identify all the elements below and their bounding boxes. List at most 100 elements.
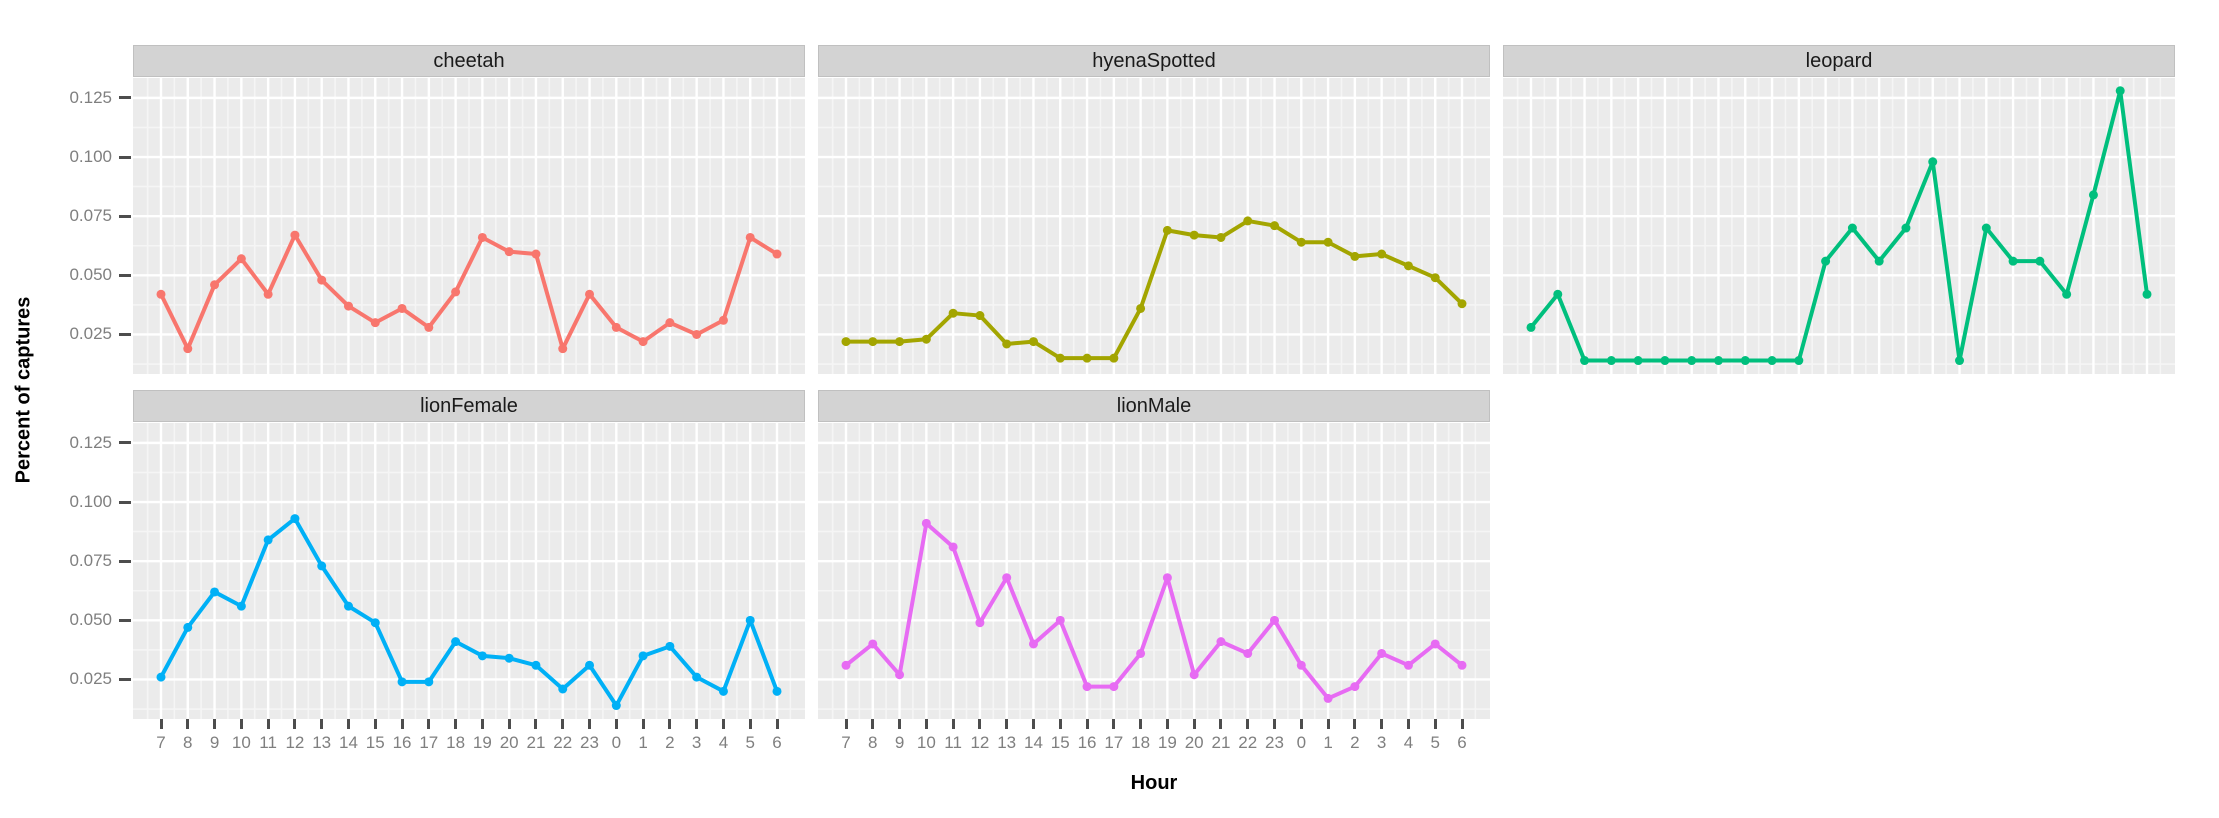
facet-strip-cheetah: cheetah — [133, 45, 805, 77]
x-tick-mark — [924, 719, 928, 729]
x-tick-mark — [748, 719, 752, 729]
lionMale-point-h13 — [1002, 573, 1012, 583]
lionFemale-point-h12 — [290, 514, 300, 524]
facet-panel-lion-female — [133, 423, 805, 719]
hyenaSpotted-point-h8 — [868, 337, 878, 347]
hyenaSpotted-point-h15 — [1055, 353, 1065, 363]
lionMale-point-h6 — [1457, 660, 1467, 670]
x-tick-label-4: 4 — [1403, 733, 1414, 752]
x-tick-label-19: 19 — [472, 733, 492, 752]
x-tick-mark — [614, 719, 618, 729]
x-tick-mark — [1139, 719, 1143, 729]
cheetah-point-h22 — [558, 344, 568, 354]
hyenaSpotted-point-h10 — [921, 334, 931, 344]
hyenaSpotted-point-h19 — [1162, 225, 1172, 235]
lionMale-point-h20 — [1189, 670, 1199, 680]
y-tick-mark — [119, 273, 131, 277]
x-tick-mark — [1005, 719, 1009, 729]
lionMale-point-h4 — [1403, 660, 1413, 670]
lionFemale-point-h19 — [477, 651, 487, 661]
x-tick-label-14: 14 — [339, 733, 358, 752]
x-tick-label-5: 5 — [1430, 733, 1440, 752]
x-tick-mark — [588, 719, 592, 729]
x-tick-mark — [480, 719, 484, 729]
leopard-point-h14 — [1713, 356, 1723, 366]
lionFemale-point-h11 — [263, 535, 273, 545]
x-tick-label-18: 18 — [446, 733, 466, 752]
x-tick-label-12: 12 — [285, 733, 305, 752]
leopard-point-h13 — [1687, 356, 1697, 366]
lionMale-point-h22 — [1243, 648, 1253, 658]
hyenaSpotted-point-h23 — [1270, 221, 1280, 231]
x-tick-label-9: 9 — [894, 733, 905, 752]
leopard-point-h16 — [1767, 356, 1777, 366]
x-tick-mark — [186, 719, 190, 729]
x-tick-mark — [1299, 719, 1303, 729]
x-tick-label-20: 20 — [1184, 733, 1204, 752]
hyenaSpotted-point-h11 — [948, 308, 958, 318]
lionMale-point-h2 — [1350, 682, 1360, 692]
leopard-point-h19 — [1847, 223, 1857, 233]
hyenaSpotted-point-h3 — [1377, 249, 1387, 259]
y-tick-mark — [119, 155, 131, 159]
hyenaSpotted-point-h2 — [1350, 251, 1360, 261]
y-tick-mark — [119, 559, 131, 563]
x-tick-mark — [320, 719, 324, 729]
leopard-point-h6 — [2142, 289, 2152, 299]
x-tick-label-2: 2 — [1350, 733, 1360, 752]
hyenaSpotted-point-h22 — [1243, 216, 1253, 226]
facet-panel-cheetah — [133, 78, 805, 374]
y-tick-label-0.050: 0.050 — [69, 610, 112, 630]
cheetah-point-h6 — [772, 249, 782, 259]
hyenaSpotted-point-h13 — [1002, 339, 1012, 349]
x-tick-label-10: 10 — [231, 733, 251, 752]
x-tick-mark — [1273, 719, 1277, 729]
lion-female-line-plot — [133, 423, 805, 719]
lion-male-line-plot — [818, 423, 1490, 719]
x-tick-mark — [898, 719, 902, 729]
facet-strip-hyena-spotted: hyenaSpotted — [818, 45, 1490, 77]
x-tick-mark — [239, 719, 243, 729]
cheetah-point-h13 — [317, 275, 327, 285]
hyenaSpotted-point-h21 — [1216, 232, 1226, 242]
leopard-point-h18 — [1821, 256, 1831, 266]
leopard-point-h12 — [1660, 356, 1670, 366]
cheetah-point-h19 — [477, 232, 487, 242]
x-tick-label-14: 14 — [1024, 733, 1043, 752]
x-tick-label-19: 19 — [1157, 733, 1177, 752]
x-tick-label-10: 10 — [916, 733, 936, 752]
y-tick-label-0.025: 0.025 — [69, 324, 112, 344]
lionMale-point-h1 — [1323, 693, 1333, 703]
y-tick-mark — [119, 500, 131, 504]
lionFemale-point-h13 — [317, 561, 327, 571]
y-tick-label-0.075: 0.075 — [69, 206, 112, 226]
cheetah-point-h10 — [236, 254, 246, 264]
hyenaSpotted-point-h0 — [1296, 237, 1306, 247]
hyenaSpotted-point-h16 — [1082, 353, 1092, 363]
x-tick-mark — [1406, 719, 1410, 729]
x-tick-label-3: 3 — [691, 733, 702, 752]
leopard-point-h3 — [2062, 289, 2072, 299]
x-tick-mark — [266, 719, 270, 729]
x-tick-label-8: 8 — [868, 733, 878, 752]
x-tick-mark — [871, 719, 875, 729]
cheetah-point-h14 — [343, 301, 353, 311]
leopard-point-h21 — [1901, 223, 1911, 233]
x-tick-label-21: 21 — [1211, 733, 1231, 752]
leopard-point-h10 — [1606, 356, 1616, 366]
lionFemale-point-h7 — [156, 672, 166, 682]
x-tick-label-18: 18 — [1131, 733, 1151, 752]
leopard-point-h9 — [1580, 356, 1590, 366]
lionFemale-point-h18 — [451, 637, 461, 647]
cheetah-point-h23 — [585, 289, 595, 299]
facet-strip-lion-female: lionFemale — [133, 390, 805, 422]
lionFemale-point-h17 — [424, 677, 434, 687]
x-tick-mark — [1085, 719, 1089, 729]
x-tick-label-0: 0 — [1296, 733, 1307, 752]
cheetah-line-plot — [133, 78, 805, 374]
cheetah-point-h9 — [210, 280, 220, 290]
cheetah-point-h12 — [290, 230, 300, 240]
lionMale-line — [844, 521, 1464, 701]
x-tick-label-16: 16 — [392, 733, 412, 752]
